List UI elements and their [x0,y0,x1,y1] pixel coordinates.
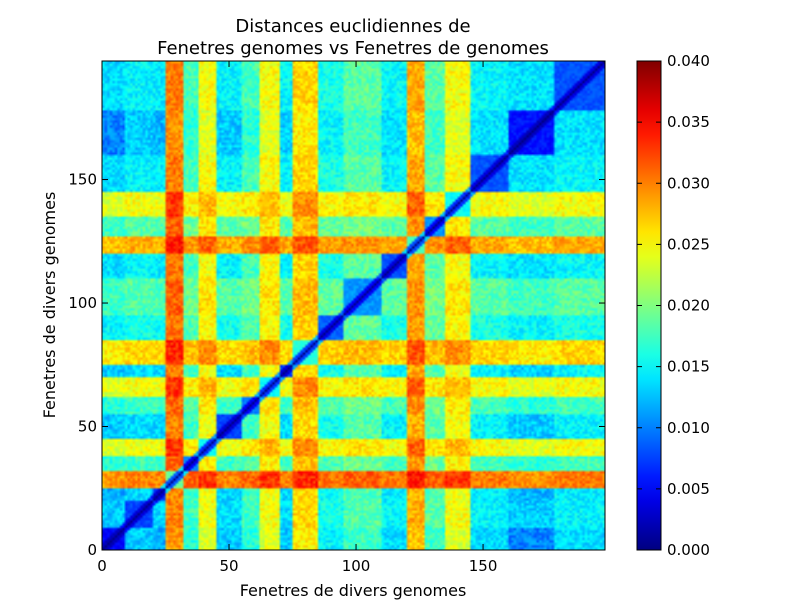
colorbar-tick-label: 0.020 [667,297,710,315]
x-axis-label: Fenetres de divers genomes [240,581,467,600]
x-tick-label: 150 [469,557,498,575]
y-tick-label: 100 [68,294,97,312]
x-tick-label: 50 [219,557,238,575]
x-axis: 0 50 100 150 [97,61,497,575]
colorbar-tick-label: 0.015 [667,358,710,376]
y-tick-label: 150 [68,171,97,189]
y-tick-label: 50 [78,418,97,436]
colorbar-tick-label: 0.040 [667,52,710,70]
colorbar-axis: 0.000 0.005 0.010 0.015 0.020 0.025 0.030 0.035… [637,52,710,559]
x-tick-label: 100 [342,557,371,575]
y-axis: 0 50 100 150 [68,171,605,559]
y-tick-label: 0 [87,541,97,559]
plot-frame [101,60,606,551]
x-tick-label: 0 [97,557,107,575]
colorbar-tick-label: 0.005 [667,480,710,498]
heatmap-image [102,61,605,550]
chart-title-line1: Distances euclidiennes de [235,16,470,37]
colorbar-tick-label: 0.030 [667,174,710,192]
chart-title-line2: Fenetres genomes vs Fenetres de genomes [157,38,549,59]
y-axis-label: Fenetres de divers genomes [40,192,59,419]
colorbar-tick-label: 0.035 [667,113,710,131]
colorbar-tick-label: 0.000 [667,541,710,559]
colorbar-tick-label: 0.010 [667,419,710,437]
colorbar-tick-label: 0.025 [667,235,710,253]
